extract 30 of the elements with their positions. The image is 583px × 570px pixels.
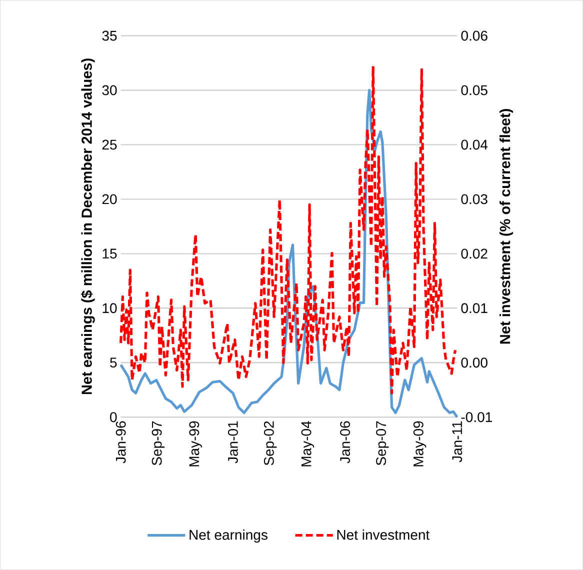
y2-tick-label: 0.04 <box>461 140 488 150</box>
y2-tick-label: 0.05 <box>461 85 488 96</box>
x-tick-label: Sep-02 <box>264 421 277 466</box>
x-tick-label: May-04 <box>301 421 314 466</box>
x-tick-label: Sep-07 <box>376 421 389 466</box>
y2-tick-label: 0.01 <box>461 303 488 314</box>
legend-label: Net investment <box>337 530 430 540</box>
y-tick-label: 30 <box>102 85 117 96</box>
x-tick-label: Sep-97 <box>152 421 165 466</box>
x-tick-label: Jan-01 <box>228 421 238 464</box>
y-tick-label: 15 <box>102 248 117 259</box>
x-tick-label: May-09 <box>413 421 426 466</box>
x-tick-label: Jan-06 <box>340 421 350 464</box>
y-tick-label: 25 <box>102 140 117 150</box>
y2-tick-label: 0.00 <box>461 358 488 368</box>
legend-label: Net earnings <box>190 530 268 543</box>
y2-tick-label: 0.03 <box>461 194 488 204</box>
y2-tick-label: -0.01 <box>461 412 492 422</box>
x-tick-label: Jan-96 <box>116 421 126 464</box>
y-tick-label: 20 <box>102 194 117 204</box>
y-tick-label: 35 <box>102 30 117 41</box>
y-axis-title: Net earnings ($ million in December 2014 values) <box>80 58 95 394</box>
x-tick-label: Jan-11 <box>452 421 462 462</box>
x-tick-label: May-99 <box>189 421 202 466</box>
y-tick-label: 10 <box>102 303 117 314</box>
y-tick-label: 0 <box>110 412 117 422</box>
y2-tick-label: 0.06 <box>461 30 488 41</box>
y2-tick-label: 0.02 <box>461 248 488 259</box>
y2-axis-title: Net investment (% of current fleet) <box>500 109 514 344</box>
y-tick-label: 5 <box>110 358 117 368</box>
